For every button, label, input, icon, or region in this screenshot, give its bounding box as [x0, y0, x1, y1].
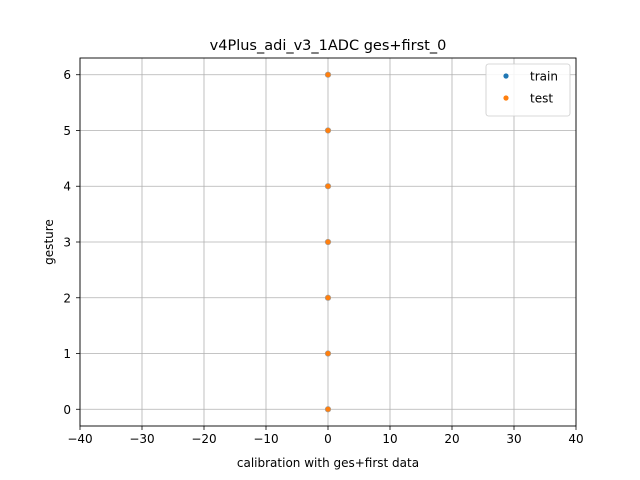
y-tick-label: 1 — [63, 347, 71, 361]
point-test — [324, 238, 332, 246]
x-tick-label: 40 — [568, 432, 583, 446]
x-tick-label: −20 — [191, 432, 216, 446]
x-tick-label: 20 — [444, 432, 459, 446]
y-tick-label: 2 — [63, 291, 71, 305]
x-tick-label: −10 — [253, 432, 278, 446]
x-tick-label: −40 — [67, 432, 92, 446]
y-tick-label: 5 — [63, 124, 71, 138]
y-tick-label: 0 — [63, 403, 71, 417]
legend-label-train: train — [530, 70, 558, 84]
point-test — [324, 350, 332, 357]
point-test — [324, 127, 332, 134]
x-tick-label: 10 — [382, 432, 397, 446]
legend-label-test: test — [530, 92, 553, 106]
x-tick-label: −30 — [129, 432, 154, 446]
point-test — [324, 183, 332, 190]
x-tick-label: 0 — [324, 432, 332, 446]
point-test — [324, 406, 332, 413]
point-test — [324, 294, 332, 301]
chart-title: v4Plus_adi_v3_1ADC ges+first_0 — [210, 38, 447, 54]
y-tick-label: 4 — [63, 180, 71, 194]
point-test — [324, 71, 332, 78]
legend-marker-test — [503, 95, 509, 101]
y-tick-label: 6 — [63, 68, 71, 82]
legend-marker-train — [503, 73, 509, 79]
data-points — [324, 71, 332, 413]
y-tick-label: 3 — [63, 236, 71, 250]
y-axis-label: gesture — [42, 219, 56, 265]
x-axis-label: calibration with ges+first data — [237, 456, 419, 470]
x-tick-label: 30 — [506, 432, 521, 446]
legend: train test — [485, 63, 571, 117]
x-axis: −40 −30 −20 −10 0 10 20 30 40 — [67, 426, 584, 446]
y-axis: 0 1 2 3 4 5 6 — [63, 68, 80, 417]
